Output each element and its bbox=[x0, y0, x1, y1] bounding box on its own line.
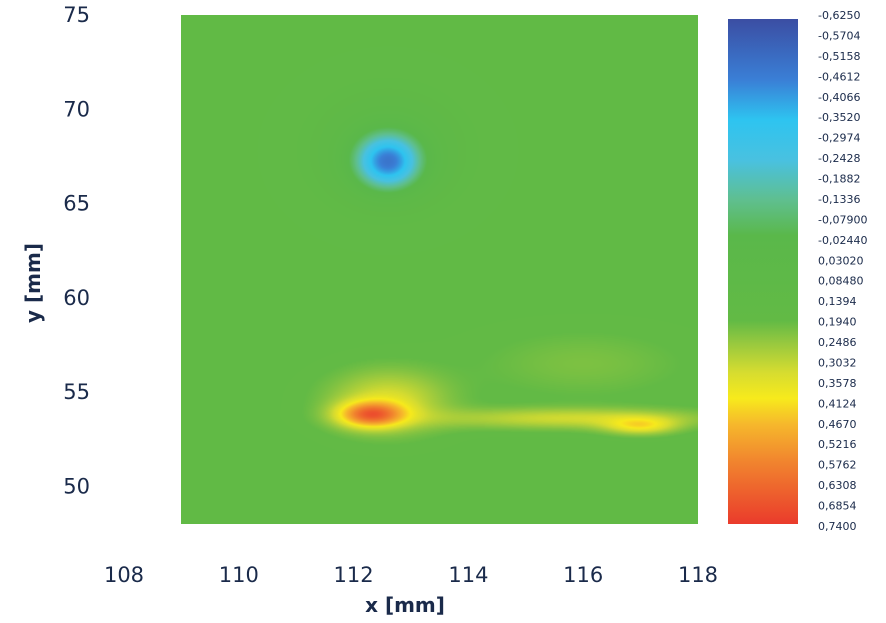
colorbar-tick-label: -0,02440 bbox=[818, 234, 867, 247]
colorbar-tick-label: 0,3032 bbox=[818, 356, 857, 369]
colorbar-tick-label: -0,4612 bbox=[818, 70, 860, 83]
colorbar-tick-label: 0,4124 bbox=[818, 397, 857, 410]
colorbar-tick-label: -0,07900 bbox=[818, 213, 867, 226]
plot-area bbox=[181, 15, 698, 524]
colorbar-tick-label: -0,5158 bbox=[818, 50, 860, 63]
colorbar-tick-label: 0,7400 bbox=[818, 520, 857, 533]
colorbar-tick-label: 0,08480 bbox=[818, 275, 864, 288]
x-tick-label: 108 bbox=[104, 563, 144, 587]
colorbar-tick-label: -0,1336 bbox=[818, 193, 860, 206]
y-tick-label: 70 bbox=[63, 97, 90, 121]
colorbar-tick-label: 0,2486 bbox=[818, 336, 857, 349]
colorbar-gradient bbox=[728, 19, 798, 524]
colorbar-tick-label: -0,2974 bbox=[818, 132, 860, 145]
colorbar-tick-label: -0,2428 bbox=[818, 152, 860, 165]
colorbar-tick-label: 0,6308 bbox=[818, 479, 857, 492]
y-axis-ticks: 50 55 60 65 70 75 bbox=[63, 3, 90, 498]
colorbar-tick-label: 0,5216 bbox=[818, 438, 857, 451]
x-tick-label: 110 bbox=[219, 563, 259, 587]
x-tick-label: 114 bbox=[448, 563, 488, 587]
y-tick-label: 75 bbox=[63, 3, 90, 27]
y-tick-label: 60 bbox=[63, 286, 90, 310]
x-tick-label: 118 bbox=[678, 563, 718, 587]
colorbar-tick-label: -0,6250 bbox=[818, 9, 860, 22]
colorbar-tick-label: -0,3520 bbox=[818, 111, 860, 124]
heatmap-field bbox=[181, 15, 698, 524]
x-tick-label: 116 bbox=[563, 563, 603, 587]
y-tick-label: 50 bbox=[63, 474, 90, 498]
colorbar-tick-label: 0,6854 bbox=[818, 500, 857, 513]
colorbar-tick-label: 0,1394 bbox=[818, 295, 857, 308]
colorbar-tick-label: -0,1882 bbox=[818, 173, 860, 186]
y-axis-label: y [mm] bbox=[21, 243, 45, 323]
colorbar-tick-label: 0,3578 bbox=[818, 377, 857, 390]
x-axis-label: x [mm] bbox=[365, 593, 445, 617]
x-axis-ticks: 108 110 112 114 116 118 bbox=[104, 563, 718, 587]
colorbar-tick-label: -0,5704 bbox=[818, 29, 860, 42]
colorbar-tick-label: 0,03020 bbox=[818, 254, 864, 267]
colorbar-tick-label: 0,1940 bbox=[818, 316, 857, 329]
colorbar: -0,6250 -0,5704 -0,5158 -0,4612 -0,4066 -0,35… bbox=[728, 9, 867, 533]
y-tick-label: 65 bbox=[63, 192, 90, 216]
y-tick-label: 55 bbox=[63, 380, 90, 404]
colorbar-tick-label: -0,4066 bbox=[818, 91, 860, 104]
colorbar-tick-label: 0,4670 bbox=[818, 418, 857, 431]
colorbar-tick-label: 0,5762 bbox=[818, 459, 857, 472]
x-tick-label: 112 bbox=[334, 563, 374, 587]
